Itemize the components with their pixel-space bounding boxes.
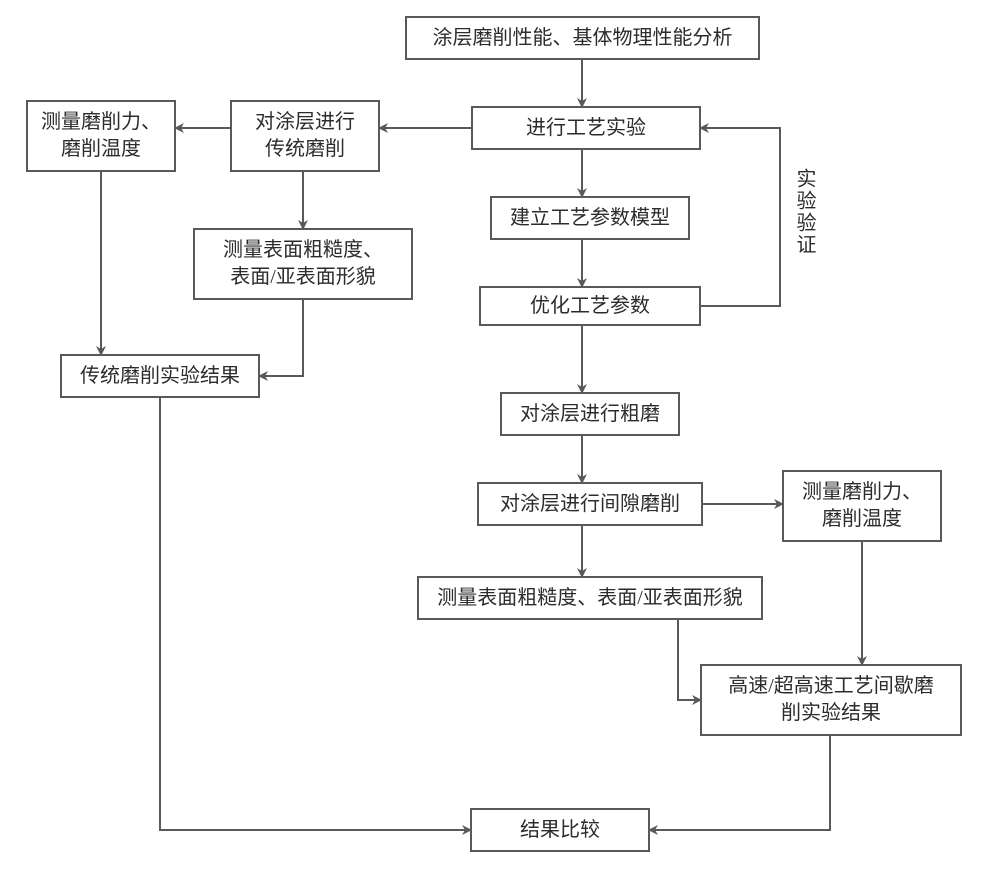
feedback-label: 实验验证 (790, 168, 819, 256)
flowchart-node: 传统磨削实验结果 (60, 354, 260, 398)
flowchart-node: 进行工艺实验 (471, 106, 701, 150)
flowchart-node: 对涂层进行间隙磨削 (477, 482, 703, 526)
flowchart-canvas: 实验验证 涂层磨削性能、基体物理性能分析进行工艺实验建立工艺参数模型优化工艺参数… (0, 0, 1000, 894)
flowchart-node: 测量表面粗糙度、 表面/亚表面形貌 (193, 228, 413, 300)
flowchart-edge (650, 736, 830, 830)
flowchart-node: 优化工艺参数 (479, 286, 701, 326)
flowchart-node: 测量磨削力、 磨削温度 (782, 470, 942, 542)
flowchart-edge (678, 620, 700, 700)
flowchart-node: 测量磨削力、 磨削温度 (26, 100, 176, 172)
flowchart-node: 对涂层进行 传统磨削 (230, 100, 380, 172)
flowchart-node: 高速/超高速工艺间歇磨 削实验结果 (700, 664, 962, 736)
flowchart-node: 对涂层进行粗磨 (500, 392, 680, 436)
flowchart-node: 涂层磨削性能、基体物理性能分析 (405, 16, 760, 60)
flowchart-node: 建立工艺参数模型 (490, 196, 690, 240)
flowchart-edge (260, 300, 303, 376)
flowchart-node: 结果比较 (470, 808, 650, 852)
flowchart-node: 测量表面粗糙度、表面/亚表面形貌 (417, 576, 763, 620)
flowchart-edge (701, 128, 780, 306)
